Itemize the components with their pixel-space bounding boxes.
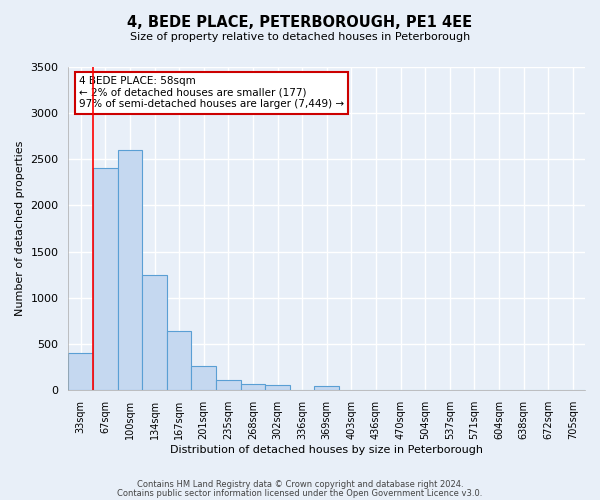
Bar: [142, 274, 167, 390]
Bar: [167, 331, 191, 390]
Text: 4 BEDE PLACE: 58sqm
← 2% of detached houses are smaller (177)
97% of semi-detach: 4 BEDE PLACE: 58sqm ← 2% of detached hou…: [79, 76, 344, 110]
Bar: [68, 354, 93, 391]
X-axis label: Distribution of detached houses by size in Peterborough: Distribution of detached houses by size …: [170, 445, 483, 455]
Text: 4, BEDE PLACE, PETERBOROUGH, PE1 4EE: 4, BEDE PLACE, PETERBOROUGH, PE1 4EE: [127, 15, 473, 30]
Text: Size of property relative to detached houses in Peterborough: Size of property relative to detached ho…: [130, 32, 470, 42]
Text: Contains HM Land Registry data © Crown copyright and database right 2024.: Contains HM Land Registry data © Crown c…: [137, 480, 463, 489]
Text: Contains public sector information licensed under the Open Government Licence v3: Contains public sector information licen…: [118, 488, 482, 498]
Bar: [314, 386, 339, 390]
Bar: [118, 150, 142, 390]
Bar: [241, 384, 265, 390]
Bar: [93, 168, 118, 390]
Bar: [265, 386, 290, 390]
Y-axis label: Number of detached properties: Number of detached properties: [15, 140, 25, 316]
Bar: [216, 380, 241, 390]
Bar: [191, 366, 216, 390]
